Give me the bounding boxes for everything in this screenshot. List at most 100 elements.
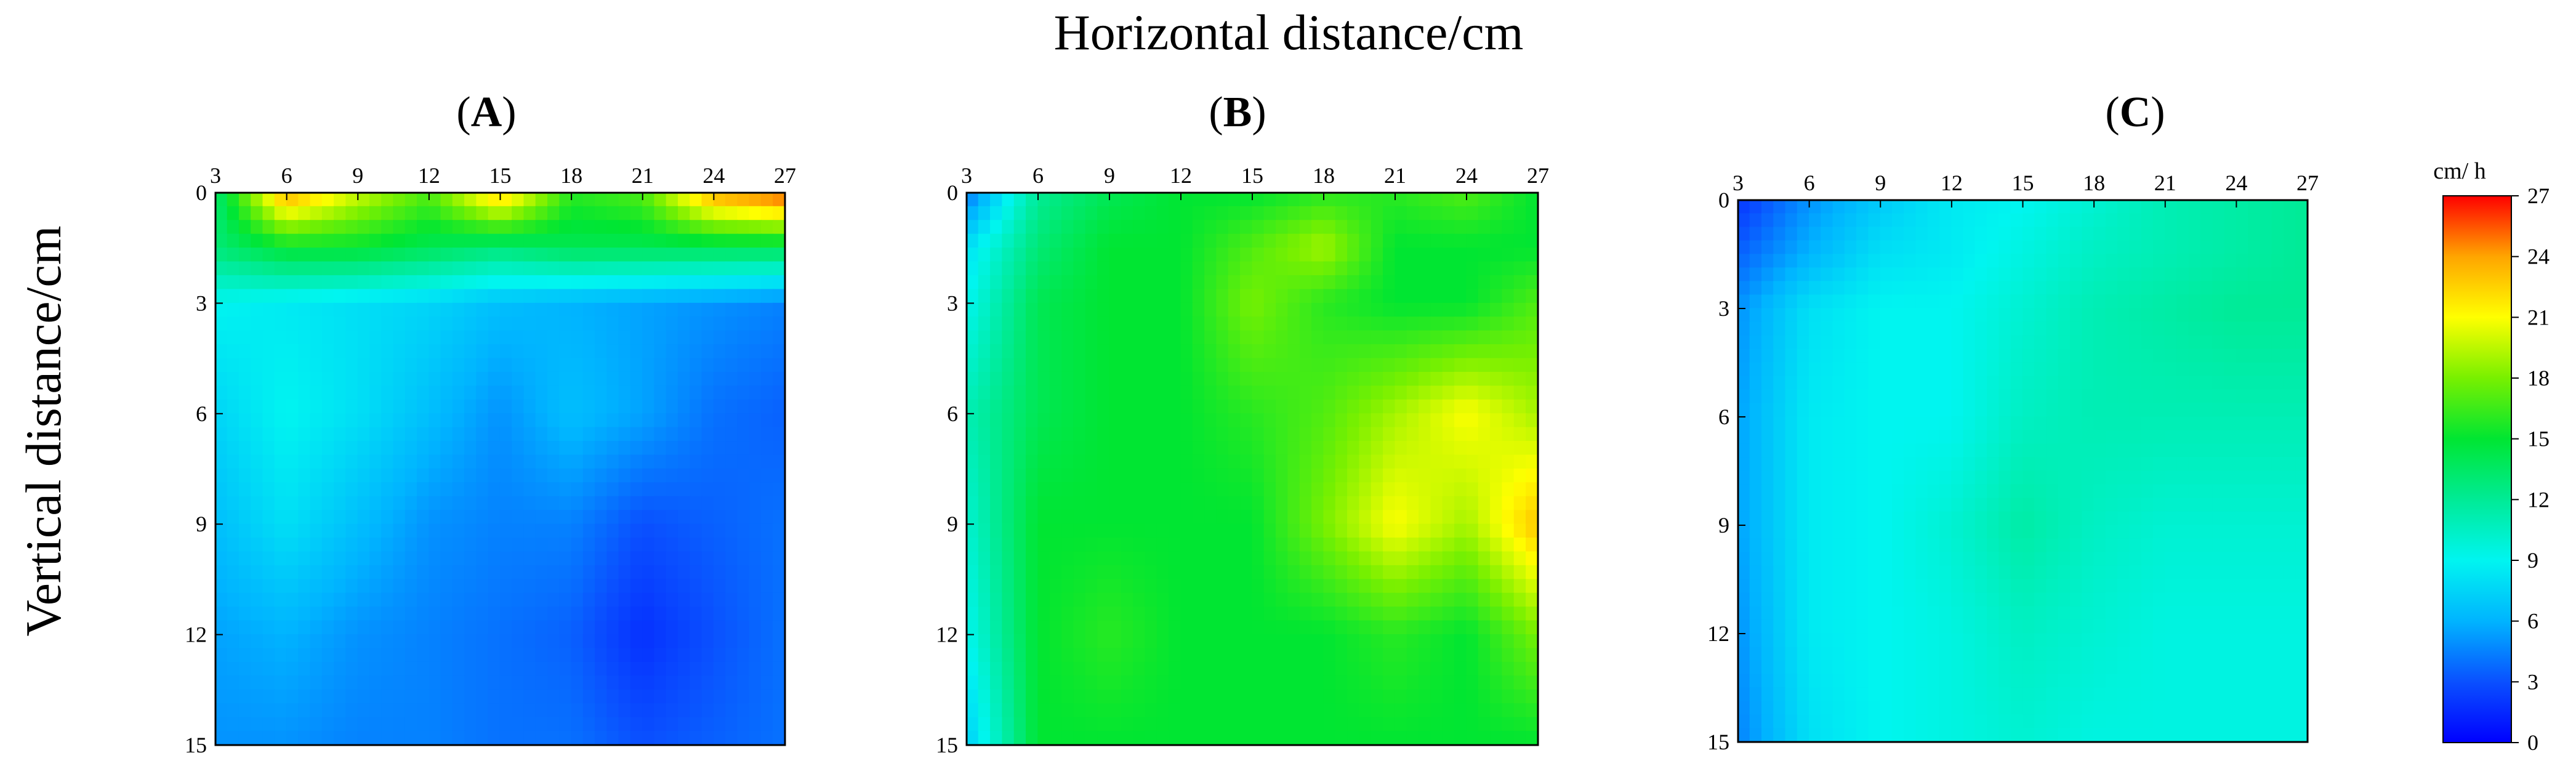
heatmap-cell — [1228, 206, 1241, 221]
heatmap-cell — [334, 689, 347, 704]
heatmap-cell — [630, 717, 643, 732]
heatmap-cell — [2248, 227, 2261, 241]
heatmap-cell — [1513, 275, 1527, 290]
heatmap-cell — [1121, 717, 1134, 732]
heatmap-cell — [1299, 399, 1313, 414]
heatmap-cell — [1513, 538, 1527, 552]
heatmap-cell — [1406, 399, 1420, 414]
heatmap-cell — [1454, 441, 1467, 456]
heatmap-cell — [654, 441, 667, 456]
heatmap-field — [1738, 200, 2308, 742]
heatmap-cell — [369, 344, 382, 359]
heatmap-cell — [512, 607, 525, 621]
heatmap-cell — [1406, 482, 1420, 497]
heatmap-cell — [381, 344, 394, 359]
heatmap-cell — [595, 385, 608, 400]
heatmap-cell — [713, 302, 727, 318]
heatmap-cell — [713, 385, 727, 400]
heatmap-cell — [571, 468, 584, 483]
heatmap-cell — [1749, 443, 1763, 458]
heatmap-cell — [690, 193, 702, 208]
heatmap-cell — [2188, 349, 2202, 363]
heatmap-cell — [2129, 416, 2142, 431]
heatmap-cell — [357, 482, 371, 497]
heatmap-cell — [1311, 275, 1324, 290]
heatmap-cell — [1406, 468, 1420, 483]
heatmap-cell — [464, 454, 477, 470]
heatmap-cell — [690, 634, 702, 649]
heatmap-cell — [464, 358, 477, 373]
heatmap-cell — [690, 730, 702, 745]
heatmap-cell — [1891, 213, 1905, 228]
heatmap-cell — [2022, 308, 2035, 323]
heatmap-cell — [2010, 470, 2024, 485]
heatmap-cell — [2260, 200, 2272, 214]
heatmap-cell — [978, 620, 991, 635]
heatmap-cell — [1939, 281, 1952, 296]
heatmap-cell — [1904, 227, 1917, 241]
heatmap-cell — [417, 675, 430, 690]
heatmap-cell — [369, 607, 382, 621]
heatmap-cell — [512, 730, 525, 745]
heatmap-cell — [1026, 607, 1039, 621]
heatmap-cell — [1299, 248, 1313, 262]
heatmap-cell — [1442, 730, 1455, 745]
heatmap-cell — [1228, 261, 1241, 276]
heatmap-cell — [1797, 254, 1810, 268]
heatmap-cell — [488, 482, 501, 497]
heatmap-cell — [334, 675, 347, 690]
heatmap-cell — [1939, 403, 1952, 417]
heatmap-cell — [547, 607, 560, 621]
heatmap-cell — [2295, 294, 2308, 309]
heatmap-cell — [1419, 592, 1431, 608]
heatmap-cell — [334, 330, 347, 345]
heatmap-cell — [773, 454, 785, 470]
heatmap-cell — [749, 538, 762, 552]
heatmap-cell — [1037, 675, 1050, 690]
heatmap-cell — [1156, 468, 1170, 483]
heatmap-cell — [1037, 413, 1050, 428]
heatmap-cell — [1097, 607, 1110, 621]
heatmap-cell — [1121, 385, 1134, 400]
heatmap-cell — [2105, 213, 2119, 228]
heatmap-cell — [1204, 468, 1217, 483]
heatmap-cell — [1880, 281, 1893, 296]
heatmap-cell — [2200, 376, 2213, 390]
y-tick-label: 9 — [196, 512, 207, 536]
heatmap-cell — [1406, 261, 1420, 276]
heatmap-cell — [238, 468, 252, 483]
heatmap-cell — [701, 675, 714, 690]
heatmap-cell — [1335, 607, 1348, 621]
heatmap-cell — [1939, 430, 1952, 445]
heatmap-cell — [1026, 703, 1039, 718]
heatmap-cell — [1868, 416, 1881, 431]
heatmap-cell — [1121, 371, 1134, 387]
heatmap-cell — [535, 482, 549, 497]
heatmap-cell — [606, 248, 619, 262]
heatmap-cell — [642, 620, 655, 635]
heatmap-cell — [1371, 496, 1384, 511]
y-tick-label: 9 — [947, 512, 958, 536]
heatmap-cell — [1263, 275, 1277, 290]
x-tick-label: 15 — [489, 163, 512, 188]
heatmap-cell — [464, 413, 477, 428]
heatmap-cell — [262, 551, 275, 566]
heatmap-cell — [488, 385, 501, 400]
heatmap-cell — [1927, 240, 1941, 255]
heatmap-cell — [1192, 510, 1205, 525]
heatmap-cell — [238, 634, 252, 649]
heatmap-cell — [405, 468, 418, 483]
heatmap-cell — [488, 427, 501, 442]
heatmap-cell — [1371, 330, 1384, 345]
heatmap-cell — [1109, 689, 1122, 704]
heatmap-cell — [2010, 416, 2024, 431]
heatmap-cell — [1371, 248, 1384, 262]
heatmap-cell — [1347, 261, 1360, 276]
heatmap-cell — [1109, 717, 1122, 732]
heatmap-cell — [1037, 592, 1050, 608]
heatmap-cell — [535, 385, 549, 400]
heatmap-cell — [1169, 538, 1181, 552]
heatmap-cell — [2141, 403, 2154, 417]
heatmap-cell — [701, 661, 714, 677]
heatmap-cell — [2236, 457, 2249, 472]
